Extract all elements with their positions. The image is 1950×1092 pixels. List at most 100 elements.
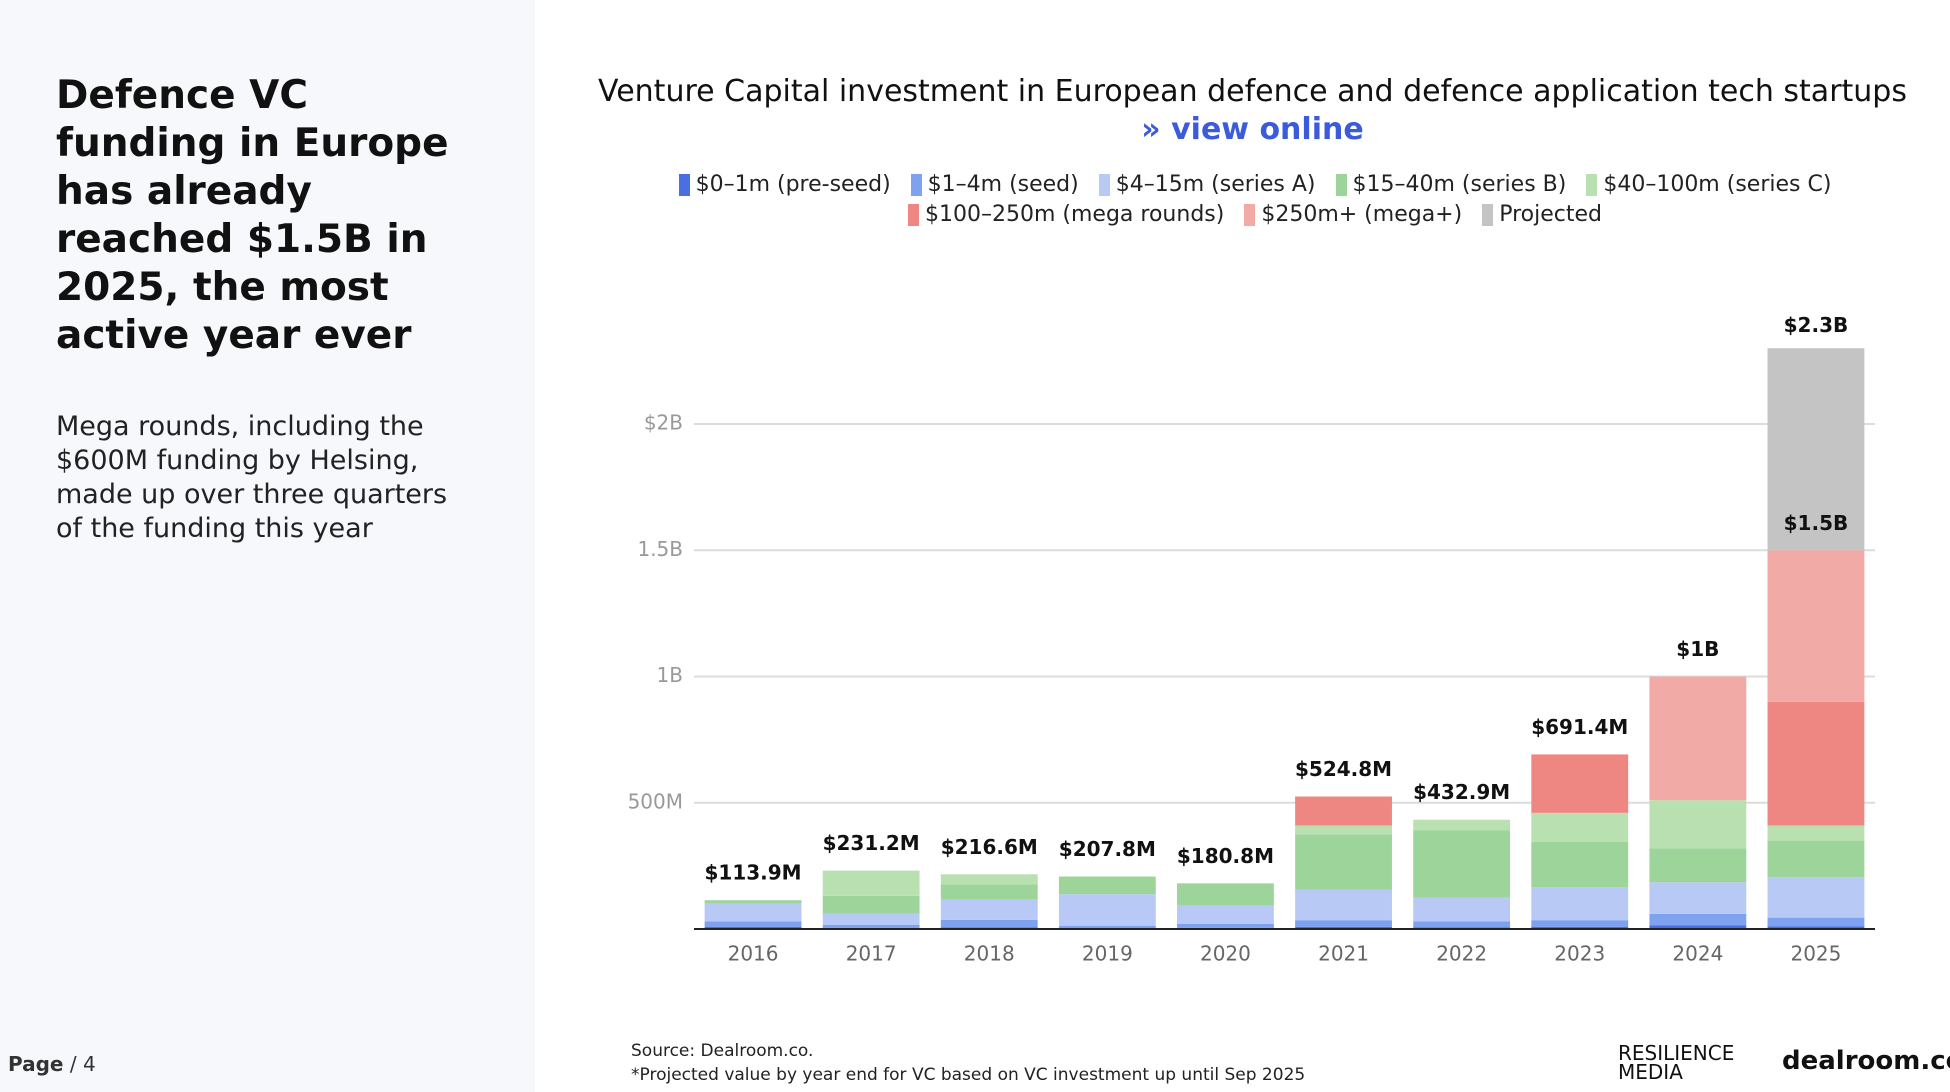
bar-segment <box>940 919 1038 928</box>
bar-segment <box>1058 876 1156 895</box>
bar-segment <box>1295 926 1392 929</box>
bar-segment <box>822 924 920 928</box>
bar-segment <box>1177 905 1274 924</box>
legend-label: $250m+ (mega+) <box>1261 202 1463 227</box>
x-tick-label: 2025 <box>1790 942 1841 966</box>
legend-item: Projected <box>1482 200 1602 230</box>
bar-segment <box>1767 550 1865 702</box>
y-tick-label: 1B <box>657 663 683 687</box>
x-tick-label: 2022 <box>1436 942 1487 966</box>
x-tick-label: 2018 <box>964 942 1015 966</box>
legend-label: $0–1m (pre-seed) <box>695 172 891 197</box>
x-tick-label: 2024 <box>1672 942 1723 966</box>
bar-segment <box>1413 897 1511 922</box>
bar-segment <box>1767 840 1865 878</box>
bar-segment <box>1767 348 1865 551</box>
x-tick-label: 2017 <box>846 942 897 966</box>
legend-item: $0–1m (pre-seed) <box>678 170 891 200</box>
bar-segment <box>1649 925 1747 929</box>
view-online-link[interactable]: » view online <box>1141 112 1364 147</box>
chart-title: Venture Capital investment in European d… <box>598 74 1907 109</box>
y-tick-label: 500M <box>628 789 683 813</box>
bar-segment <box>1649 882 1747 914</box>
brand-logo: RESILIENCE MEDIA <box>1618 1041 1735 1084</box>
x-tick-label: 2020 <box>1200 942 1251 966</box>
total-label: $231.2M <box>823 831 920 855</box>
bar-segment <box>1767 701 1865 826</box>
bar-segment <box>940 899 1038 920</box>
page-number: Page / 4 <box>8 1052 96 1076</box>
legend-item: $100–250m (mega rounds) <box>908 200 1224 230</box>
bar-segment <box>1531 920 1629 927</box>
bar-segment <box>1767 825 1865 841</box>
legend-label: $4–15m (series A) <box>1115 172 1316 197</box>
bar-segment <box>1413 819 1511 831</box>
legend-item: $40–100m (series C) <box>1586 170 1831 200</box>
page-label: Page <box>8 1052 64 1076</box>
bar-segment <box>1767 877 1865 918</box>
x-tick-label: 2016 <box>728 942 779 966</box>
bar-segment <box>822 913 920 925</box>
x-tick-label: 2019 <box>1082 942 1133 966</box>
bar-segment <box>1767 917 1865 927</box>
total-label: $113.9M <box>705 861 802 885</box>
y-tick-label: 1.5B <box>637 537 683 561</box>
legend-swatch <box>1586 174 1598 196</box>
x-tick-label: 2021 <box>1318 942 1369 966</box>
page-num: / 4 <box>69 1052 96 1076</box>
bar-segment <box>1531 754 1629 813</box>
total-label: $207.8M <box>1059 837 1156 861</box>
bar-segment <box>1058 894 1156 926</box>
bar-segment <box>1295 796 1392 826</box>
legend-label: $15–40m (series B) <box>1352 172 1567 197</box>
legend-label: $100–250m (mega rounds) <box>925 202 1225 227</box>
legend-item: $4–15m (series A) <box>1098 170 1316 200</box>
bar-segment <box>1177 883 1274 906</box>
bar-segment <box>1531 812 1629 842</box>
legend-label: Projected <box>1499 202 1602 227</box>
legend-swatch <box>910 174 922 196</box>
bar-segment <box>1649 800 1747 849</box>
legend: $0–1m (pre-seed) $1–4m (seed) $4–15m (seri… <box>620 170 1890 230</box>
bar-segment <box>822 870 920 896</box>
bar-segment <box>940 884 1038 900</box>
bar-segment <box>1295 834 1392 890</box>
bar-segment <box>1649 913 1747 926</box>
total-label: $1B <box>1676 637 1719 661</box>
footnote: *Projected value by year end for VC base… <box>631 1065 1306 1085</box>
total-label: $216.6M <box>941 835 1038 859</box>
legend-swatch <box>1482 204 1494 226</box>
legend-swatch <box>908 204 920 226</box>
bar-segment <box>1531 841 1629 888</box>
bar-segment <box>1649 676 1747 801</box>
total-label: $1.5B <box>1784 511 1849 535</box>
y-tick-label: $2B <box>644 411 683 435</box>
legend-swatch <box>678 174 690 196</box>
bar-segment <box>1413 921 1511 928</box>
bar-segment <box>1767 926 1865 929</box>
legend-item: $15–40m (series B) <box>1335 170 1567 200</box>
bar-segment <box>1058 925 1156 929</box>
total-label: $691.4M <box>1531 715 1628 739</box>
bar-segment <box>1295 889 1392 921</box>
total-label: $180.8M <box>1177 844 1274 868</box>
legend-label: $40–100m (series C) <box>1603 172 1832 197</box>
total-label: $432.9M <box>1413 780 1510 804</box>
legend-swatch <box>1098 174 1110 196</box>
bar-segment <box>704 900 802 904</box>
bar-segment <box>1531 887 1629 921</box>
bar-segment <box>1413 830 1511 898</box>
bar-segment <box>1295 825 1392 835</box>
bar-segment <box>940 874 1038 885</box>
bar-segment <box>1531 926 1629 929</box>
bar-segment <box>704 926 802 929</box>
projected-label: $2.3B <box>1784 313 1849 337</box>
headline: Defence VC funding in Europe has already… <box>56 73 449 358</box>
legend-swatch <box>1335 174 1347 196</box>
source: Source: Dealroom.co. <box>631 1041 814 1061</box>
bar-segment <box>822 895 920 914</box>
total-label: $524.8M <box>1295 757 1392 781</box>
legend-item: $250m+ (mega+) <box>1244 200 1462 230</box>
